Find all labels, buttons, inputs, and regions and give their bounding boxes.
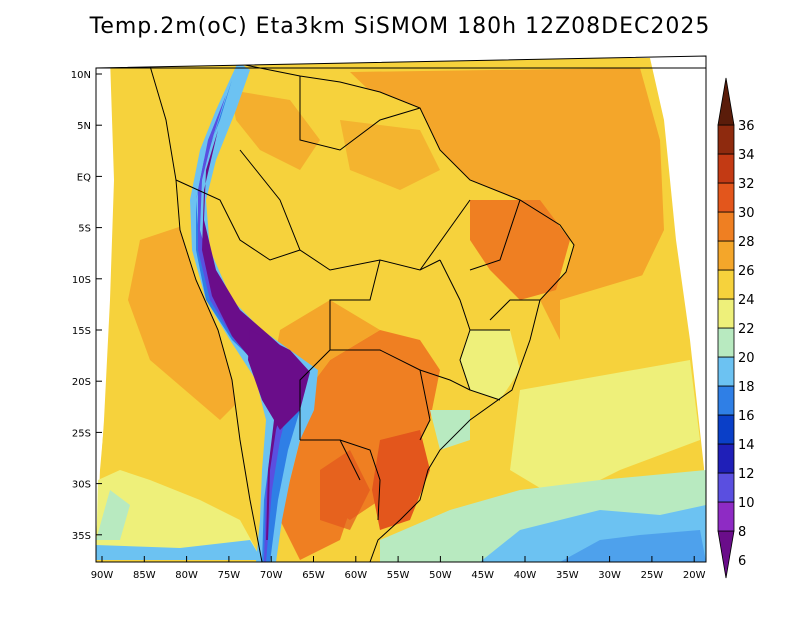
plot-border xyxy=(95,67,707,563)
lon-tick-label: 35W xyxy=(556,570,579,581)
colorbar-swatch xyxy=(717,530,735,579)
colorbar-label: 36 xyxy=(738,119,755,134)
lon-tick-label: 65W xyxy=(302,570,325,581)
colorbar-label: 16 xyxy=(738,409,755,424)
colorbar-label: 6 xyxy=(738,554,746,569)
colorbar-swatch xyxy=(717,385,735,416)
lat-tick-label: 25S xyxy=(72,428,91,439)
lon-tick-label: 45W xyxy=(471,570,494,581)
colorbar-label: 28 xyxy=(738,235,755,250)
lat-tick-label: EQ xyxy=(77,172,91,183)
colorbar-swatch xyxy=(717,240,735,271)
lat-tick-label: 15S xyxy=(72,326,91,337)
lon-tick-label: 55W xyxy=(387,570,410,581)
lat-tick-label: 35S xyxy=(72,531,91,542)
colorbar-swatch xyxy=(717,269,735,300)
map-title: Temp.2m(oC) Eta3km SiSMOM 180h 12Z08DEC2… xyxy=(89,14,711,39)
colorbar-swatch xyxy=(717,472,735,503)
colorbar-label: 26 xyxy=(738,264,755,279)
lon-tick-label: 70W xyxy=(260,570,283,581)
lat-tick-label: 30S xyxy=(72,480,91,491)
colorbar-swatch xyxy=(717,153,735,184)
colorbar-swatch xyxy=(717,356,735,387)
lon-tick-label: 85W xyxy=(133,570,156,581)
colorbar-swatch xyxy=(717,124,735,155)
lon-tick-label: 90W xyxy=(91,570,114,581)
lat-tick-label: 5S xyxy=(78,224,91,235)
colorbar-label: 20 xyxy=(738,351,755,366)
latitude-axis: 10N 5N EQ 5S 10S 15S 20S 25S 30S 35S xyxy=(71,70,102,542)
colorbar-label: 24 xyxy=(738,293,755,308)
colorbar-swatch xyxy=(717,443,735,474)
colorbar-label: 22 xyxy=(738,322,755,337)
lon-tick-label: 60W xyxy=(344,570,367,581)
lon-tick-label: 20W xyxy=(683,570,706,581)
lat-tick-label: 10S xyxy=(72,275,91,286)
colorbar-swatch xyxy=(717,211,735,242)
lat-tick-label: 20S xyxy=(72,377,91,388)
lon-tick-label: 80W xyxy=(175,570,198,581)
colorbar-label: 8 xyxy=(738,525,746,540)
temperature-field xyxy=(96,58,706,562)
colorbar-label: 10 xyxy=(738,496,755,511)
lon-tick-label: 50W xyxy=(429,570,452,581)
lon-tick-label: 25W xyxy=(641,570,664,581)
colorbar-label: 18 xyxy=(738,380,755,395)
lat-tick-label: 5N xyxy=(77,121,91,132)
colorbar-swatch xyxy=(717,298,735,329)
colorbar-label: 30 xyxy=(738,206,755,221)
colorbar-swatch xyxy=(717,414,735,445)
colorbar: 6 8 10 12 14 16 18 20 22 24 26 28 30 32 34 36 xyxy=(717,77,755,579)
colorbar-swatch xyxy=(717,501,735,532)
country-borders xyxy=(149,61,575,562)
colorbar-swatch xyxy=(717,77,735,126)
colorbar-swatch xyxy=(717,182,735,213)
lat-tick-label: 10N xyxy=(71,70,91,81)
colorbar-label: 34 xyxy=(738,148,755,163)
lon-tick-label: 30W xyxy=(598,570,621,581)
colorbar-label: 14 xyxy=(738,438,755,453)
colorbar-label: 12 xyxy=(738,467,755,482)
longitude-axis: 90W 85W 80W 75W 70W 65W 60W 55W 50W 45W 40W 35W 30W 2… xyxy=(91,556,706,581)
lon-tick-label: 40W xyxy=(514,570,537,581)
lon-tick-label: 75W xyxy=(218,570,241,581)
colorbar-swatch xyxy=(717,327,735,358)
colorbar-label: 32 xyxy=(738,177,755,192)
